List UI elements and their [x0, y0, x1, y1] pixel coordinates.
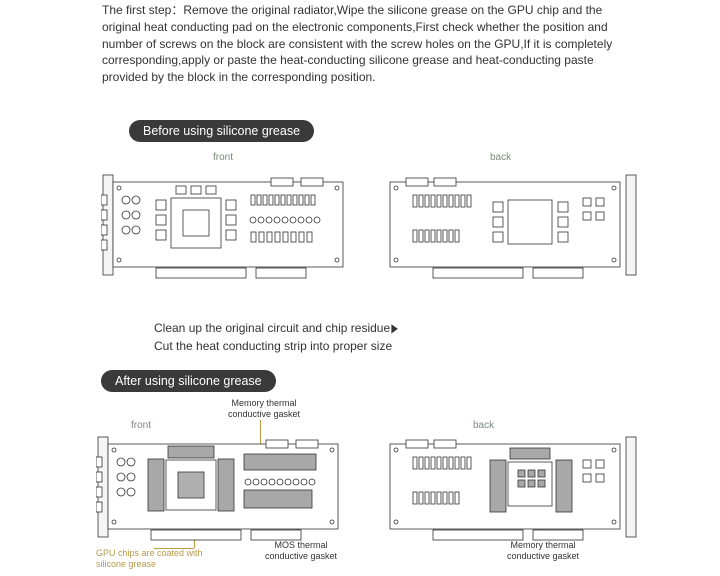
- label-front-after: front: [131, 420, 151, 431]
- heading-before: Before using silicone grease: [129, 120, 314, 142]
- heading-after: After using silicone grease: [101, 370, 276, 392]
- mid-instructions: Clean up the original circuit and chip r…: [154, 319, 399, 355]
- board-after-front: [96, 432, 356, 557]
- board-before-back: [378, 170, 638, 295]
- mid-line-2: Cut the heat conducting strip into prope…: [154, 339, 392, 353]
- board-before-front: [101, 170, 361, 295]
- mid-line-1: Clean up the original circuit and chip r…: [154, 321, 390, 335]
- label-back-after: back: [473, 420, 494, 431]
- callout-memory-front: Memory thermal conductive gasket: [219, 398, 309, 420]
- arrow-icon: ▶: [392, 319, 398, 337]
- board-after-back: [378, 432, 638, 557]
- label-front-before: front: [213, 152, 233, 163]
- intro-paragraph: The first step：Remove the original radia…: [102, 2, 632, 86]
- label-back-before: back: [490, 152, 511, 163]
